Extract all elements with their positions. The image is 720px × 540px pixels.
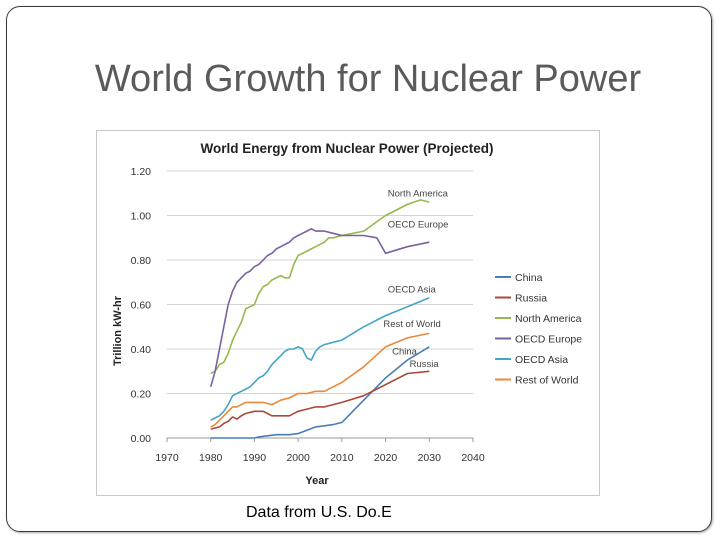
y-tick-label: 1.20	[131, 166, 152, 178]
chart-title: World Energy from Nuclear Power (Project…	[200, 141, 493, 156]
x-tick-label: 2040	[461, 452, 485, 464]
legend-label: North America	[515, 313, 582, 325]
series-line-oecd-asia	[210, 297, 430, 421]
y-tick-label: 0.20	[131, 389, 152, 401]
series-line-north-america	[210, 199, 430, 375]
chart-container: World Energy from Nuclear Power (Project…	[96, 130, 600, 496]
series-line-rest-of-world	[210, 332, 430, 428]
series-line-russia	[210, 370, 430, 430]
series-line-china	[210, 346, 430, 439]
series-line-oecd-europe	[209, 228, 430, 388]
legend-label: OECD Asia	[515, 354, 568, 366]
annotation-oecd-asia: OECD Asia	[388, 284, 437, 295]
y-axis-label: Trillion kW-hr	[112, 295, 124, 366]
legend-label: OECD Europe	[515, 334, 582, 346]
x-tick-label: 1970	[155, 452, 179, 464]
legend-label: Rest of World	[515, 375, 579, 387]
slide-title: World Growth for Nuclear Power	[94, 58, 642, 100]
annotation-oecd-europe: OECD Europe	[388, 220, 449, 231]
x-tick-label: 2030	[418, 452, 442, 464]
y-tick-label: 0.60	[131, 300, 152, 312]
x-tick-label: 2000	[286, 452, 310, 464]
x-tick-label: 1990	[243, 452, 267, 464]
annotation-north-america: North America	[388, 189, 449, 200]
y-tick-label: 1.00	[131, 211, 152, 223]
legend-label: Russia	[515, 293, 547, 305]
line-chart: World Energy from Nuclear Power (Project…	[112, 141, 582, 487]
annotation-rest-of-world: Rest of World	[383, 319, 440, 330]
x-tick-label: 2010	[330, 452, 354, 464]
x-axis-label: Year	[305, 475, 329, 487]
x-tick-label: 2020	[374, 452, 398, 464]
annotation-china: China	[392, 347, 418, 358]
slide-frame	[6, 6, 712, 532]
y-tick-label: 0.00	[131, 433, 152, 445]
legend-label: China	[515, 272, 543, 284]
annotation-russia: Russia	[410, 359, 440, 370]
y-tick-label: 0.80	[131, 255, 152, 267]
x-tick-label: 1980	[199, 452, 223, 464]
data-source-caption: Data from U.S. Do.E	[246, 504, 392, 521]
y-tick-label: 0.40	[131, 344, 152, 356]
